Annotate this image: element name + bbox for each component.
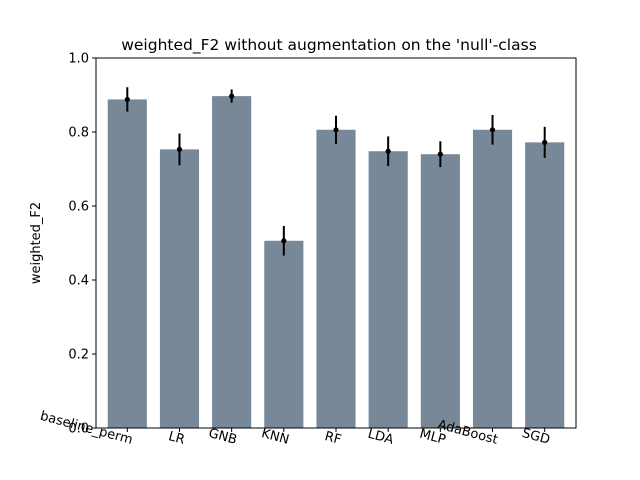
bar-lr <box>159 149 200 428</box>
x-tick-label-gnb: GNB <box>207 426 239 448</box>
mean-point-mlp <box>437 151 443 157</box>
x-tick-label-knn: KNN <box>260 426 291 448</box>
bar-sgd <box>525 142 565 429</box>
mean-point-gnb <box>229 93 235 99</box>
mean-point-sgd <box>542 139 548 145</box>
y-tick-label: 0.6 <box>68 200 89 215</box>
y-tick-label: 0.4 <box>68 274 89 289</box>
bar-mlp <box>420 154 460 428</box>
mean-point-lda <box>385 148 391 154</box>
bar-knn <box>264 240 304 428</box>
bar-rf <box>316 129 356 428</box>
y-axis: 0.0 0.2 0.4 0.6 0.8 1.0 <box>68 52 96 437</box>
y-tick-label: 0.0 <box>68 422 89 437</box>
bar-lda <box>368 151 408 429</box>
x-tick-label-lr: LR <box>167 429 187 448</box>
y-tick-label: 1.0 <box>68 52 89 67</box>
bar-gnb <box>212 96 252 429</box>
x-tick-label-sgd: SGD <box>520 426 551 448</box>
x-tick-label-lda: LDA <box>366 427 395 448</box>
plot-frame <box>95 57 577 429</box>
bars-group <box>107 96 565 429</box>
y-axis-label: weighted_F2 <box>29 202 44 284</box>
error-bars-group <box>124 87 548 256</box>
mean-point-lr <box>176 146 183 152</box>
y-tick-label: 0.2 <box>68 348 89 363</box>
x-tick-label-rf: RF <box>323 429 343 448</box>
mean-point-knn <box>281 238 287 244</box>
chart-title: weighted_F2 without augmentation on the … <box>121 36 537 55</box>
y-tick-label: 0.8 <box>68 126 89 141</box>
mean-point-adaboost <box>489 127 496 133</box>
bar-adaboost <box>472 129 513 428</box>
mean-point-baseline_perm <box>124 96 130 103</box>
bar-baseline_perm <box>107 99 147 428</box>
x-tick-label-mlp: MLP <box>418 427 447 448</box>
mean-point-rf <box>333 127 339 133</box>
